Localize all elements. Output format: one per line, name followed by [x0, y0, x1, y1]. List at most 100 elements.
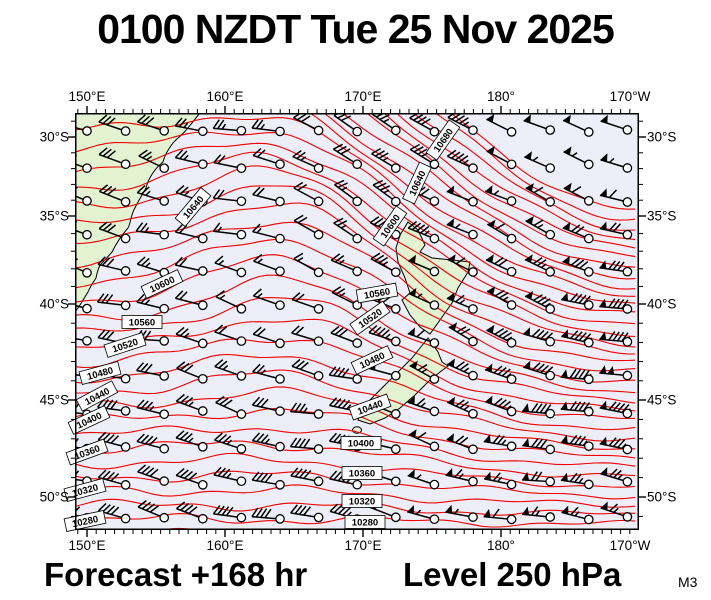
wind-barb-station	[448, 322, 478, 347]
wind-barb-station	[600, 153, 633, 173]
svg-text:10560: 10560	[363, 286, 391, 301]
wind-barb-station	[562, 255, 594, 277]
australia-coast	[75, 113, 201, 313]
wind-barb-station	[368, 325, 401, 347]
wind-barb-station	[176, 501, 208, 524]
lat-label-right: 40°S	[647, 296, 677, 312]
wind-barb-station	[252, 363, 285, 384]
wind-barb-station	[486, 286, 517, 310]
wind-barb-station	[522, 438, 556, 455]
lon-label-bottom: 170°W	[609, 538, 651, 553]
wind-barb-station	[214, 324, 247, 346]
lon-label-top: 160°E	[206, 89, 244, 104]
wind-barb-station	[174, 223, 208, 244]
contour-label: 10320	[341, 494, 383, 508]
wind-barb-station	[600, 467, 633, 487]
wind-barb-station	[409, 113, 440, 137]
wind-barb-station	[560, 400, 594, 417]
wind-barb-station	[291, 358, 324, 381]
wind-barb-station	[408, 254, 440, 277]
wind-barb-station	[137, 464, 170, 486]
wind-barb-station	[97, 469, 131, 490]
wind-barb-station	[252, 326, 285, 349]
wind-barb-station	[407, 395, 440, 417]
wind-barb-station	[370, 252, 401, 278]
wind-barb-station	[293, 113, 324, 136]
svg-text:10280: 10280	[352, 518, 378, 529]
wind-barb-station	[251, 432, 285, 452]
wind-barb-station	[525, 183, 556, 207]
level-label: Level 250 hPa	[403, 556, 622, 593]
wind-barb-station	[599, 365, 633, 381]
wind-barb-station	[561, 505, 594, 525]
contour-label: 10560	[121, 315, 163, 329]
wind-barb-station	[252, 223, 285, 244]
wind-barb-station	[334, 179, 363, 207]
lon-label-bottom: 160°E	[206, 538, 244, 553]
wind-barb-station	[212, 222, 247, 240]
wind-barb-station	[523, 360, 556, 381]
wind-barb-station	[522, 471, 556, 487]
lat-label-left: 35°S	[39, 208, 69, 224]
wind-barb-station	[483, 508, 517, 525]
wind-barb-station	[176, 361, 208, 384]
wind-barb-station	[484, 185, 517, 206]
lon-label-top: 180°	[487, 89, 515, 104]
wind-barb-station	[446, 218, 478, 240]
nz-north-island	[395, 221, 471, 335]
wind-barb-station	[138, 149, 170, 174]
wind-barb-station	[330, 325, 363, 348]
wind-barb-station	[446, 185, 478, 207]
wind-barb-station	[562, 222, 594, 244]
wind-barb-station	[97, 398, 131, 416]
wind-barb-station	[214, 432, 247, 454]
wind-barb-station	[290, 467, 324, 487]
wind-barb-station	[599, 331, 633, 347]
contour-label: 10560	[355, 282, 399, 304]
model-tag: M3	[678, 574, 698, 590]
wind-barb-station	[328, 366, 363, 384]
svg-text:10280: 10280	[71, 514, 99, 530]
wind-barb-station	[97, 293, 131, 311]
lon-label-top: 150°E	[68, 89, 106, 104]
wind-barb-station	[293, 252, 324, 278]
wind-barb-station	[560, 472, 594, 490]
wind-barb-station	[485, 254, 517, 277]
wind-barb-station	[371, 147, 401, 174]
wind-barb-station	[446, 149, 478, 173]
wind-barb-station	[252, 147, 285, 170]
wind-barb-station	[215, 290, 247, 314]
wind-barb-station	[175, 430, 208, 452]
wind-barb-station	[137, 500, 170, 523]
lon-label-bottom: 180°	[487, 538, 515, 553]
svg-text:10360: 10360	[349, 469, 375, 480]
lon-label-bottom: 150°E	[68, 538, 106, 553]
wind-barb-station	[333, 217, 363, 244]
wind-barb-station	[251, 507, 285, 524]
wind-barb-station	[291, 292, 324, 314]
wind-barb-station	[524, 290, 556, 314]
lat-label-right: 50°S	[647, 489, 677, 505]
contour-label: 10280	[63, 510, 107, 532]
wind-barb-station	[75, 117, 92, 136]
wind-barb-station	[175, 393, 208, 416]
wind-barb-station	[212, 119, 247, 136]
wind-barb-station	[599, 260, 633, 277]
wind-barb-station	[175, 326, 208, 349]
wind-barb-station	[289, 437, 324, 454]
wind-barb-station	[293, 214, 324, 240]
wind-barb-station	[215, 395, 247, 419]
contour-label: 10360	[341, 466, 383, 480]
wind-barb-station	[446, 433, 478, 455]
lon-label-top: 170°W	[609, 89, 651, 104]
wind-barb-station	[447, 254, 478, 277]
map-area: 10680 10640 10640 10600 10600 10560 10560 10520…	[63, 106, 646, 537]
wind-barb-station	[213, 154, 247, 174]
wind-barb-station	[483, 471, 517, 490]
wind-barb-station	[446, 358, 478, 381]
wind-barb-station	[98, 114, 131, 136]
lat-label-left: 40°S	[39, 296, 69, 312]
wind-barb-station	[446, 396, 478, 419]
wind-barb-station	[409, 143, 440, 170]
